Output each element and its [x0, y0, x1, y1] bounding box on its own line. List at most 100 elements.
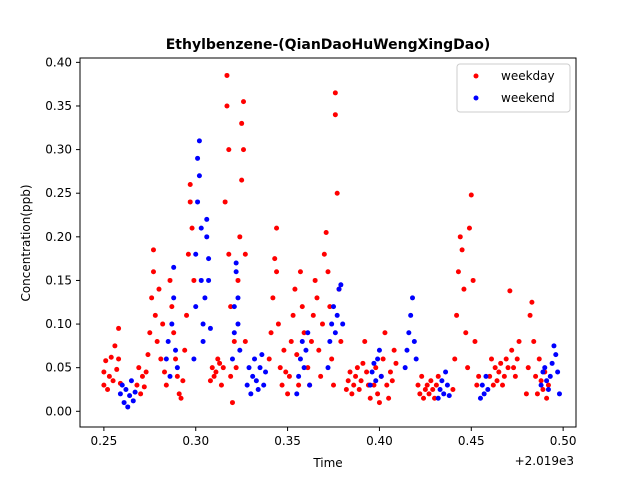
- y-tick-label: 0.35: [45, 99, 72, 113]
- y-tick-label: 0.20: [45, 230, 72, 244]
- data-point-weekday-112: [343, 386, 349, 392]
- data-point-weekday-146: [428, 378, 434, 384]
- data-point-weekday-100: [319, 321, 325, 327]
- data-point-weekend-9: [163, 356, 169, 362]
- data-point-weekday-61: [231, 339, 237, 345]
- data-point-weekday-54: [224, 72, 230, 78]
- data-point-weekday-37: [180, 378, 186, 384]
- data-point-weekday-42: [187, 199, 193, 205]
- data-point-weekend-72: [371, 360, 377, 366]
- x-tick-label: 0.30: [182, 434, 209, 448]
- data-point-weekday-20: [149, 295, 155, 301]
- data-point-weekday-62: [233, 365, 239, 371]
- data-point-weekday-33: [173, 356, 179, 362]
- data-point-weekend-0: [117, 391, 123, 397]
- data-point-weekend-105: [555, 369, 561, 375]
- data-point-weekend-35: [231, 330, 237, 336]
- data-point-weekday-47: [211, 373, 217, 379]
- data-point-weekday-74: [272, 256, 278, 262]
- data-point-weekday-123: [364, 369, 370, 375]
- data-point-weekday-10: [116, 356, 122, 362]
- data-point-weekday-66: [239, 120, 245, 126]
- data-point-weekday-175: [503, 356, 509, 362]
- data-point-weekday-165: [476, 373, 482, 379]
- data-point-weekend-2: [121, 400, 127, 406]
- data-point-weekday-117: [353, 373, 359, 379]
- data-point-weekday-143: [422, 386, 428, 392]
- data-point-weekday-60: [229, 400, 235, 406]
- data-point-weekday-87: [294, 352, 300, 358]
- data-point-weekday-195: [545, 382, 551, 388]
- data-point-weekday-134: [386, 395, 392, 401]
- data-point-weekend-106: [556, 391, 562, 397]
- data-point-weekday-160: [466, 225, 472, 231]
- data-point-weekday-149: [433, 382, 439, 388]
- x-tick-label: 0.40: [366, 434, 393, 448]
- data-point-weekend-37: [233, 269, 239, 275]
- data-point-weekday-90: [299, 304, 305, 310]
- data-point-weekday-91: [301, 330, 307, 336]
- data-point-weekend-74: [375, 356, 381, 362]
- data-point-weekday-77: [275, 321, 281, 327]
- plot-frame: [79, 57, 577, 428]
- data-point-weekday-0: [101, 382, 107, 388]
- data-point-weekday-178: [509, 347, 515, 353]
- data-point-weekend-84: [435, 395, 441, 401]
- data-point-weekday-29: [163, 382, 169, 388]
- data-point-weekday-173: [500, 382, 506, 388]
- data-point-weekday-94: [308, 339, 314, 345]
- data-point-weekend-29: [204, 234, 210, 240]
- data-point-weekday-22: [150, 269, 156, 275]
- data-point-weekend-23: [196, 173, 202, 179]
- data-point-weekday-120: [358, 378, 364, 384]
- data-point-weekend-71: [369, 369, 375, 375]
- data-point-weekday-152: [452, 356, 458, 362]
- data-point-weekday-156: [459, 247, 465, 253]
- data-point-weekend-14: [171, 295, 177, 301]
- legend-label-weekday: weekday: [501, 69, 555, 83]
- data-point-weekday-109: [334, 190, 340, 196]
- data-point-weekday-56: [226, 147, 232, 153]
- data-point-weekday-40: [185, 251, 191, 257]
- data-point-weekday-190: [536, 356, 542, 362]
- data-point-weekend-21: [195, 155, 201, 161]
- data-point-weekday-108: [332, 90, 338, 96]
- data-point-weekend-5: [127, 393, 133, 399]
- data-point-weekday-104: [327, 304, 333, 310]
- data-point-weekend-36: [231, 304, 237, 310]
- data-point-weekday-6: [110, 378, 116, 384]
- data-point-weekday-96: [312, 277, 318, 283]
- data-point-weekday-45: [207, 378, 213, 384]
- data-point-weekday-24: [154, 339, 160, 345]
- data-point-weekday-141: [419, 373, 425, 379]
- data-point-weekday-48: [213, 369, 219, 375]
- data-point-weekend-100: [545, 386, 551, 392]
- data-point-weekend-34: [229, 356, 235, 362]
- data-point-weekday-135: [387, 369, 393, 375]
- data-point-weekend-98: [542, 365, 548, 371]
- data-point-weekend-70: [367, 382, 373, 388]
- data-point-weekday-155: [457, 234, 463, 240]
- data-point-weekday-49: [215, 356, 221, 362]
- data-point-weekday-107: [332, 112, 338, 118]
- data-point-weekday-115: [349, 391, 355, 397]
- data-point-weekend-12: [169, 321, 175, 327]
- data-point-weekend-65: [332, 330, 338, 336]
- data-point-weekday-23: [152, 312, 158, 318]
- data-point-weekday-59: [228, 373, 234, 379]
- data-point-weekday-97: [314, 295, 320, 301]
- legend-box: [456, 63, 571, 113]
- data-point-weekday-163: [472, 339, 478, 345]
- data-point-weekend-54: [296, 373, 302, 379]
- data-point-weekday-184: [525, 365, 531, 371]
- data-point-weekday-68: [241, 147, 246, 153]
- data-point-weekend-78: [404, 347, 410, 353]
- data-point-weekday-103: [325, 269, 331, 275]
- data-point-weekday-1: [101, 369, 107, 375]
- data-point-weekend-52: [263, 369, 269, 375]
- data-point-weekday-92: [305, 365, 311, 371]
- data-point-weekday-70: [242, 339, 248, 345]
- data-point-weekday-32: [171, 330, 177, 336]
- data-point-weekend-3: [123, 386, 129, 392]
- data-point-weekday-53: [222, 199, 228, 205]
